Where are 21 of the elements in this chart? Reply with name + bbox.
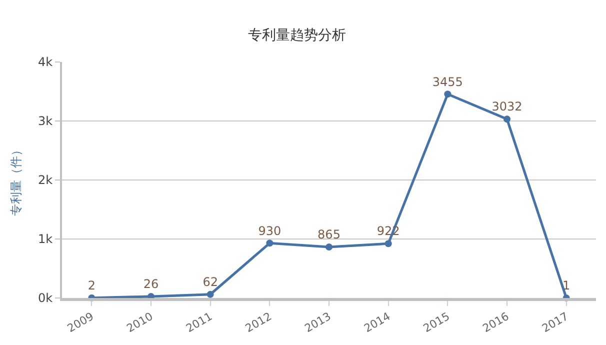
point (326, 243, 332, 250)
y-axis-title: 专利量（件） (8, 144, 23, 216)
data-label: 3455 (432, 74, 463, 89)
data-label: 62 (202, 274, 218, 289)
data-label: 3032 (492, 100, 522, 114)
data-label: 865 (318, 228, 340, 242)
point (384, 240, 392, 248)
y-tick-label: 3k (38, 114, 53, 128)
point (504, 116, 510, 123)
point (266, 240, 274, 247)
y-tick-label: 4k (38, 55, 53, 70)
data-label: 26 (143, 277, 159, 292)
data-label: 930 (258, 224, 282, 238)
data-label: 1 (562, 278, 570, 293)
chart-title: 专利量趋势分析 (248, 27, 346, 44)
point (206, 290, 214, 298)
y-tick-label: 0k (38, 291, 53, 306)
data-label: 2 (88, 278, 96, 293)
point (444, 90, 452, 98)
y-tick-label: 1k (38, 232, 53, 246)
y-tick-label: 2k (38, 173, 53, 188)
